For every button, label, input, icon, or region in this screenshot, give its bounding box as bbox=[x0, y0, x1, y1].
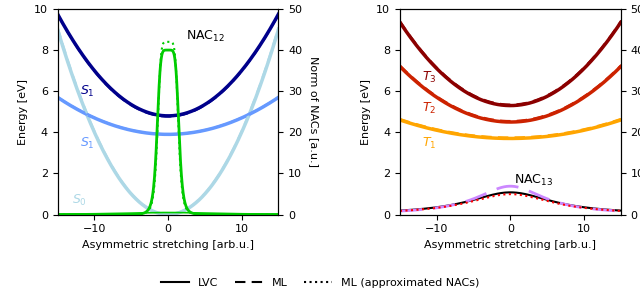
Text: $S_0$: $S_0$ bbox=[72, 193, 87, 208]
Legend: LVC, ML, ML (approximated NACs): LVC, ML, ML (approximated NACs) bbox=[157, 274, 483, 292]
Text: $T_1$: $T_1$ bbox=[422, 136, 436, 151]
X-axis label: Asymmetric stretching [arb.u.]: Asymmetric stretching [arb.u.] bbox=[424, 240, 596, 250]
Text: NAC$_{13}$: NAC$_{13}$ bbox=[514, 173, 553, 188]
Y-axis label: Norm of NACs [a.u.]: Norm of NACs [a.u.] bbox=[309, 56, 319, 167]
Text: $T_2$: $T_2$ bbox=[422, 101, 436, 116]
Text: $T_3$: $T_3$ bbox=[422, 70, 436, 85]
Text: $S_1$: $S_1$ bbox=[80, 136, 94, 151]
Y-axis label: Energy [eV]: Energy [eV] bbox=[361, 79, 371, 145]
Text: $S_1$: $S_1$ bbox=[80, 84, 94, 100]
Text: NAC$_{12}$: NAC$_{12}$ bbox=[186, 29, 225, 44]
Y-axis label: Energy [eV]: Energy [eV] bbox=[19, 79, 28, 145]
X-axis label: Asymmetric stretching [arb.u.]: Asymmetric stretching [arb.u.] bbox=[82, 240, 254, 250]
